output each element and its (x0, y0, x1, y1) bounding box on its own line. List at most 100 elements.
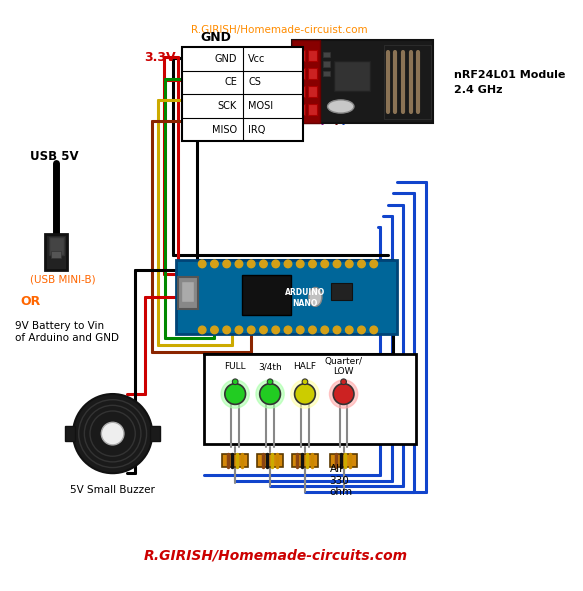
Text: Vcc: Vcc (248, 54, 266, 64)
Circle shape (297, 326, 304, 334)
Bar (48, 236, 64, 255)
Bar (334, 61, 370, 92)
Circle shape (221, 380, 250, 408)
Bar (308, 68, 317, 79)
Text: IRQ: IRQ (248, 125, 266, 135)
Text: MOSI: MOSI (248, 101, 273, 111)
Circle shape (309, 326, 316, 334)
Text: ARDUINO: ARDUINO (285, 288, 325, 297)
Bar (178, 277, 198, 309)
Text: 9V Battery to Vin
of Arduino and GND: 9V Battery to Vin of Arduino and GND (15, 322, 118, 343)
Circle shape (223, 260, 230, 268)
Bar (242, 275, 291, 315)
Bar (308, 103, 317, 115)
Circle shape (309, 260, 316, 268)
Circle shape (272, 260, 279, 268)
Text: OR: OR (20, 295, 40, 308)
Circle shape (235, 260, 243, 268)
Circle shape (321, 260, 328, 268)
Circle shape (198, 326, 206, 334)
Bar (323, 61, 331, 67)
Text: CS: CS (248, 77, 261, 87)
Text: USB 5V: USB 5V (30, 150, 78, 163)
Circle shape (210, 326, 218, 334)
Text: NANO: NANO (292, 299, 318, 308)
Text: 3.3V: 3.3V (144, 51, 176, 64)
Circle shape (235, 326, 243, 334)
Circle shape (370, 326, 378, 334)
Bar (176, 260, 398, 334)
Ellipse shape (328, 100, 354, 113)
Text: 2.4 GHz: 2.4 GHz (454, 86, 503, 96)
Circle shape (294, 384, 315, 404)
Circle shape (247, 260, 255, 268)
Bar (182, 47, 303, 141)
Text: SCK: SCK (218, 101, 237, 111)
Text: CE: CE (224, 77, 237, 87)
Text: GND: GND (215, 54, 237, 64)
Bar (45, 234, 68, 269)
Circle shape (302, 379, 308, 385)
Bar (323, 52, 331, 57)
Circle shape (346, 260, 353, 268)
Bar (296, 50, 305, 61)
Circle shape (284, 326, 292, 334)
Bar (296, 103, 305, 115)
Text: (USB MINI-B): (USB MINI-B) (30, 274, 95, 284)
Circle shape (267, 379, 273, 385)
Circle shape (259, 326, 267, 334)
Bar (331, 454, 357, 467)
Circle shape (210, 260, 218, 268)
Bar (296, 86, 305, 97)
Bar (331, 282, 352, 300)
Bar (384, 45, 431, 119)
Text: 5V Small Buzzer: 5V Small Buzzer (70, 485, 155, 495)
Text: Quarter/
LOW: Quarter/ LOW (325, 357, 363, 376)
Circle shape (198, 260, 206, 268)
Circle shape (259, 260, 267, 268)
Circle shape (233, 379, 238, 385)
Circle shape (333, 326, 341, 334)
Circle shape (358, 326, 366, 334)
Circle shape (73, 394, 152, 473)
Bar (150, 426, 160, 441)
Text: FULL: FULL (224, 362, 246, 371)
Bar (51, 251, 61, 258)
Bar (292, 454, 318, 467)
Bar (65, 426, 75, 441)
Circle shape (333, 260, 341, 268)
Circle shape (247, 326, 255, 334)
Circle shape (321, 326, 328, 334)
Bar (222, 454, 248, 467)
Bar (292, 41, 320, 124)
Circle shape (329, 380, 358, 408)
Bar (257, 454, 283, 467)
Text: nRF24L01 Module: nRF24L01 Module (454, 70, 566, 80)
Circle shape (291, 380, 319, 408)
Circle shape (101, 423, 124, 445)
Circle shape (272, 326, 279, 334)
Circle shape (225, 384, 245, 404)
Text: 3/4th: 3/4th (258, 362, 282, 371)
Text: R.GIRISH/Homemade-circuits.com: R.GIRISH/Homemade-circuits.com (143, 548, 408, 562)
Text: MISO: MISO (212, 125, 237, 135)
Circle shape (341, 379, 346, 385)
Bar (204, 355, 416, 444)
Text: HALF: HALF (293, 362, 317, 371)
Circle shape (259, 384, 280, 404)
Text: All
330
ohm: All 330 ohm (329, 464, 353, 498)
Text: GND: GND (200, 31, 231, 44)
Circle shape (346, 326, 353, 334)
Circle shape (358, 260, 366, 268)
Bar (308, 50, 317, 61)
Circle shape (370, 260, 378, 268)
Bar (292, 41, 433, 124)
Bar (323, 71, 331, 76)
Text: R.GIRISH/Homemade-circuist.com: R.GIRISH/Homemade-circuist.com (191, 25, 368, 35)
Circle shape (297, 260, 304, 268)
Bar (181, 281, 194, 301)
Bar (296, 68, 305, 79)
Circle shape (256, 380, 284, 408)
Bar (308, 86, 317, 97)
Circle shape (284, 260, 292, 268)
